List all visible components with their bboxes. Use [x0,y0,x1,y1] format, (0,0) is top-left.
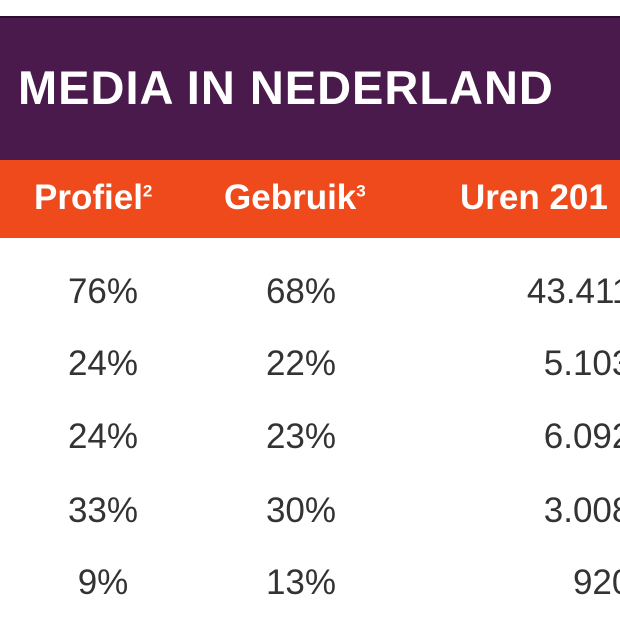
column-header-uren: Uren 201 [460,178,608,218]
cell-uren: 6.092.00 [543,417,620,456]
cell-uren: 3.008.00 [543,491,620,530]
column-header-profiel-footnote: 2 [142,181,153,201]
cell-gebruik: 22% [265,344,337,383]
cell-profiel: 76% [67,272,139,311]
cell-gebruik: 68% [265,272,337,311]
header-bar [0,160,620,238]
table-title: MEDIA IN NEDERLAND [18,61,554,114]
column-header-profiel: Profiel2 [34,178,152,218]
cell-profiel: 33% [67,491,139,530]
cell-gebruik: 30% [265,491,337,530]
cell-gebruik: 23% [265,417,337,456]
cell-uren: 5.103.00 [543,344,620,383]
cell-uren: 43.411.00 [526,272,620,311]
column-header-gebruik: Gebruik3 [224,178,366,218]
cell-gebruik: 13% [265,563,337,602]
column-header-uren-label: Uren 201 [460,178,608,217]
column-header-gebruik-label: Gebruik [224,178,357,217]
cell-profiel: 24% [67,344,139,383]
cell-uren: 920.00 [572,563,620,602]
column-header-gebruik-footnote: 3 [356,181,366,201]
cell-profiel: 9% [77,563,129,602]
column-header-profiel-label: Profiel [34,178,143,217]
title-bar [0,16,620,160]
cell-profiel: 24% [67,417,139,456]
